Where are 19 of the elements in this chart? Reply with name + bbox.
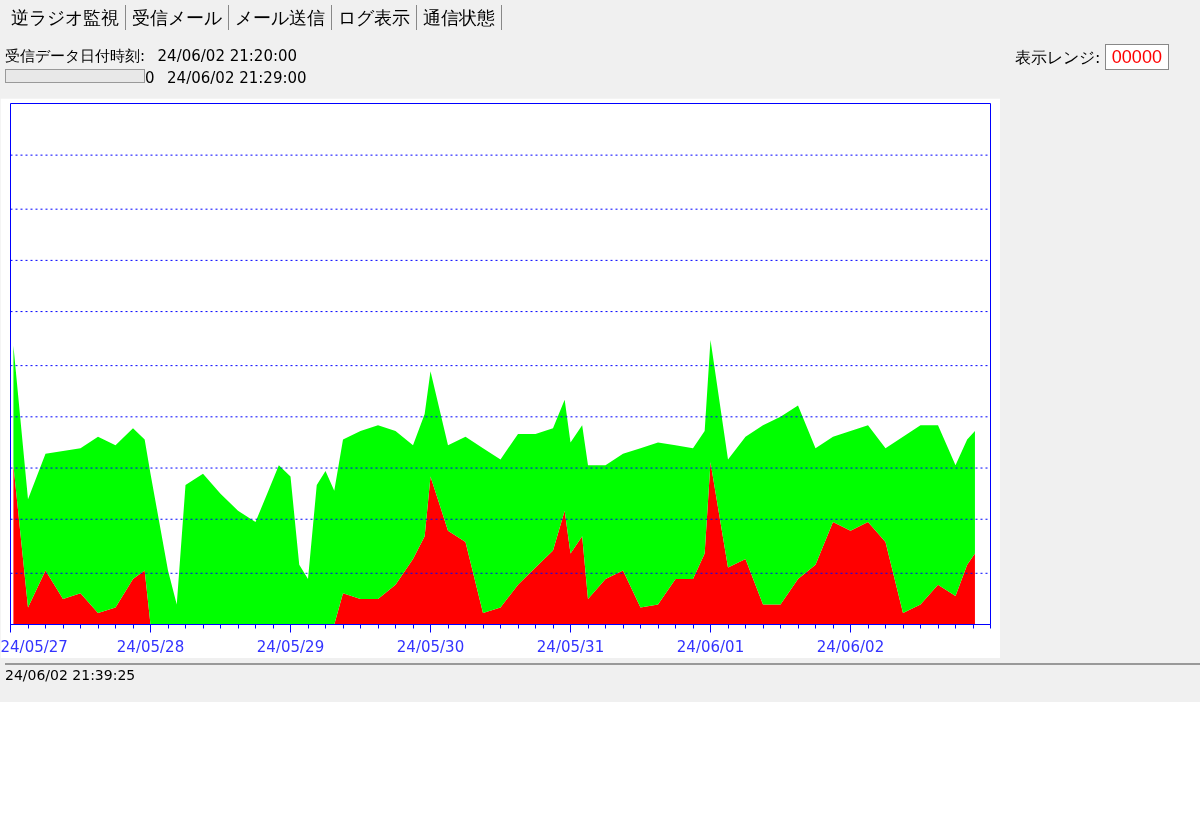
text: 逆ラジオ監視 xyxy=(5,5,126,30)
x-tick-label: 24/05/27 xyxy=(0,637,68,656)
text: ログ表示 xyxy=(332,5,417,30)
x-tick-label: 24/06/01 xyxy=(676,637,745,656)
text: メール送信 xyxy=(229,5,332,30)
text: 表示レンジ: xyxy=(1015,48,1101,67)
text: 受信メール xyxy=(126,5,229,30)
x-tick-label: 24/05/28 xyxy=(116,637,185,656)
x-tick-label: 24/05/29 xyxy=(256,637,325,656)
text: 24/06/02 21:29:00 xyxy=(167,69,307,88)
text: 24/06/02 21:20:00 xyxy=(157,47,298,65)
x-tick-label: 24/05/31 xyxy=(536,637,605,656)
text: 通信状態 xyxy=(417,5,502,30)
text: 受信データ日付時刻: xyxy=(5,47,146,65)
x-tick-label: 24/05/30 xyxy=(396,637,465,656)
text: 00000 xyxy=(1104,44,1169,70)
text: 24/06/02 21:39:25 xyxy=(5,667,136,683)
x-tick-label: 24/06/02 xyxy=(816,637,885,656)
text: 0 xyxy=(145,69,155,88)
